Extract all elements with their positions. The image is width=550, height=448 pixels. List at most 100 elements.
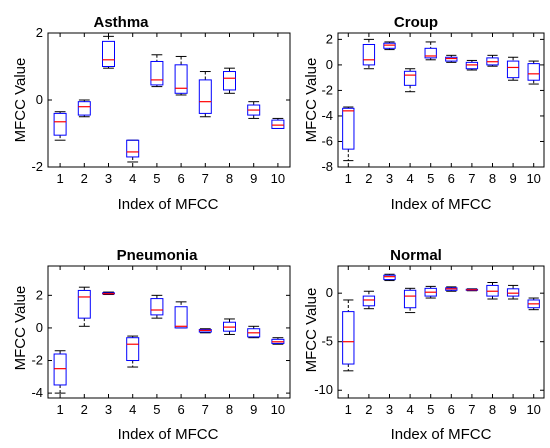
asthma-panel: Asthma MFCC Value Index of MFCC -2 0 2 1 2 3 4… [12, 14, 291, 213]
box-iqr [342, 311, 355, 365]
pneumonia-panel: Pneumonia MFCC Value Index of MFCC -4 -2 0… [12, 247, 291, 443]
asthma-box-10 [271, 117, 285, 129]
croup-box-5 [424, 41, 437, 61]
pneumonia-y-label: MFCC Value [12, 286, 29, 371]
croup-x-tick-label: 10 [526, 171, 540, 186]
croup-box-7 [465, 59, 479, 71]
normal-box-6 [445, 286, 458, 292]
normal-x-tick-label: 5 [427, 402, 434, 417]
pneumonia-x-tick-label: 10 [271, 402, 285, 417]
normal-x-tick-label: 6 [448, 402, 455, 417]
normal-x-tick-label: 1 [345, 402, 352, 417]
pneumonia-x-tick-label: 3 [105, 402, 112, 417]
pneumonia-title: Pneumonia [117, 247, 199, 264]
asthma-box-1 [53, 111, 67, 141]
asthma-x-tick-label: 2 [81, 171, 88, 186]
asthma-x-label: Index of MFCC [118, 196, 219, 213]
normal-box-7 [465, 288, 479, 292]
box-iqr [223, 71, 236, 91]
asthma-x-tick-label: 10 [271, 171, 285, 186]
asthma-box-3 [102, 35, 115, 69]
croup-x-tick-label: 9 [509, 171, 516, 186]
asthma-y-tick-label: 0 [36, 92, 43, 107]
croup-y-tick-label: 0 [326, 57, 333, 72]
normal-x-tick-label: 9 [509, 402, 516, 417]
asthma-x-tick-label: 5 [153, 171, 160, 186]
croup-x-tick-label: 7 [468, 171, 475, 186]
croup-x-tick-label: 1 [345, 171, 352, 186]
box-iqr [403, 289, 417, 309]
box-iqr [77, 289, 91, 319]
normal-panel: Normal MFCC Value Index of MFCC -10 -5 0 1 2… [303, 247, 545, 443]
croup-box-10 [527, 60, 540, 85]
box-iqr [53, 353, 67, 386]
croup-plot-frame [337, 32, 545, 168]
pneumonia-x-tick-label: 6 [177, 402, 184, 417]
box-iqr [383, 274, 396, 281]
pneumonia-x-tick-label: 1 [56, 402, 63, 417]
asthma-box-2 [77, 99, 91, 118]
normal-x-tick-label: 4 [406, 402, 413, 417]
box-iqr [403, 70, 417, 86]
asthma-x-tick-label: 9 [250, 171, 257, 186]
pneumonia-box-8 [223, 318, 236, 335]
normal-y-tick-label: -10 [314, 382, 333, 397]
pneumonia-y-tick-label: 0 [36, 320, 43, 335]
croup-panel: Croup MFCC Value Index of MFCC -8 -6 -4 -2 0… [303, 14, 545, 213]
croup-x-tick-label: 5 [427, 171, 434, 186]
box-iqr [174, 306, 188, 329]
croup-box-6 [445, 54, 458, 63]
normal-plot-frame [337, 265, 545, 399]
pneumonia-y-tick-label: -2 [31, 353, 43, 368]
croup-box-4 [403, 68, 417, 93]
croup-y-tick-label: 2 [326, 31, 333, 46]
normal-x-tick-label: 8 [489, 402, 496, 417]
pneumonia-box-9 [247, 325, 261, 339]
croup-y-tick-label: -6 [321, 133, 333, 148]
croup-x-tick-label: 3 [386, 171, 393, 186]
normal-box-8 [486, 282, 499, 300]
pneumonia-x-tick-label: 2 [81, 402, 88, 417]
box-iqr [53, 112, 67, 136]
asthma-box-8 [223, 67, 236, 94]
asthma-x-tick-label: 7 [202, 171, 209, 186]
croup-title: Croup [394, 14, 438, 31]
pneumonia-box-1 [53, 350, 67, 394]
asthma-box-5 [150, 54, 164, 88]
asthma-x-tick-label: 8 [226, 171, 233, 186]
pneumonia-y-tick-label: 2 [36, 287, 43, 302]
croup-box-1 [342, 106, 355, 162]
pneumonia-x-tick-label: 7 [202, 402, 209, 417]
croup-x-tick-label: 8 [489, 171, 496, 186]
croup-x-tick-label: 2 [365, 171, 372, 186]
normal-box-9 [506, 284, 520, 300]
pneumonia-plot-frame [47, 265, 291, 399]
asthma-box-6 [174, 55, 188, 96]
asthma-x-tick-label: 3 [105, 171, 112, 186]
normal-x-label: Index of MFCC [391, 426, 492, 443]
asthma-x-tick-label: 6 [177, 171, 184, 186]
box-iqr [506, 60, 520, 79]
normal-box-5 [424, 285, 437, 299]
normal-box-2 [362, 290, 376, 310]
pneumonia-box-2 [77, 286, 91, 327]
box-iqr [342, 107, 355, 150]
asthma-x-tick-label: 4 [129, 171, 136, 186]
pneumonia-x-tick-label: 9 [250, 402, 257, 417]
box-iqr [77, 101, 91, 116]
box-iqr [506, 288, 520, 297]
box-iqr [102, 40, 115, 67]
normal-box-10 [527, 297, 540, 311]
asthma-box-4 [126, 139, 140, 163]
croup-box-2 [362, 38, 376, 70]
pneumonia-box-5 [150, 294, 164, 319]
normal-box-1 [342, 299, 355, 372]
box-iqr [527, 63, 540, 81]
box-iqr [465, 61, 479, 70]
croup-box-9 [506, 56, 520, 81]
box-iqr [174, 64, 188, 94]
pneumonia-x-tick-label: 5 [153, 402, 160, 417]
pneumonia-x-label: Index of MFCC [118, 426, 219, 443]
normal-x-tick-label: 3 [386, 402, 393, 417]
